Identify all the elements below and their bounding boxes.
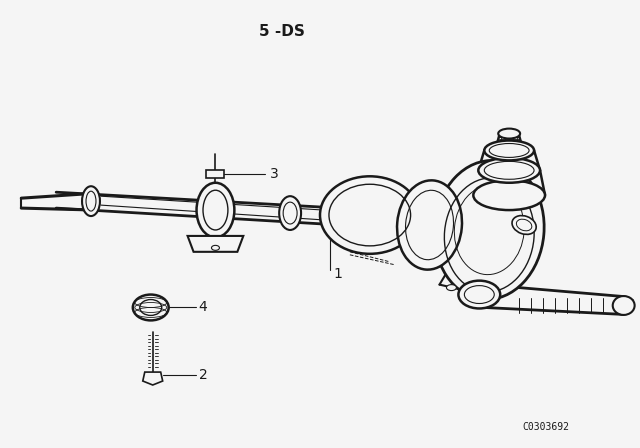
Ellipse shape (458, 280, 500, 309)
Ellipse shape (211, 246, 220, 250)
Polygon shape (143, 372, 163, 385)
Ellipse shape (474, 180, 545, 210)
Ellipse shape (484, 141, 534, 160)
Ellipse shape (133, 294, 169, 320)
Text: C0303692: C0303692 (523, 422, 570, 432)
Polygon shape (207, 170, 225, 178)
Ellipse shape (512, 215, 536, 234)
Ellipse shape (447, 284, 456, 291)
Ellipse shape (320, 177, 420, 254)
Ellipse shape (82, 186, 100, 216)
Ellipse shape (498, 129, 520, 138)
Ellipse shape (435, 160, 544, 299)
Ellipse shape (478, 158, 540, 183)
Text: 5 -DS: 5 -DS (259, 24, 305, 39)
Ellipse shape (196, 183, 234, 237)
Ellipse shape (140, 300, 162, 315)
Text: 3: 3 (270, 167, 279, 181)
Text: 1: 1 (333, 267, 342, 281)
Ellipse shape (397, 181, 462, 270)
Text: 4: 4 (198, 301, 207, 314)
Text: 2: 2 (198, 368, 207, 382)
Polygon shape (188, 236, 243, 252)
Ellipse shape (279, 196, 301, 230)
Ellipse shape (612, 296, 635, 315)
